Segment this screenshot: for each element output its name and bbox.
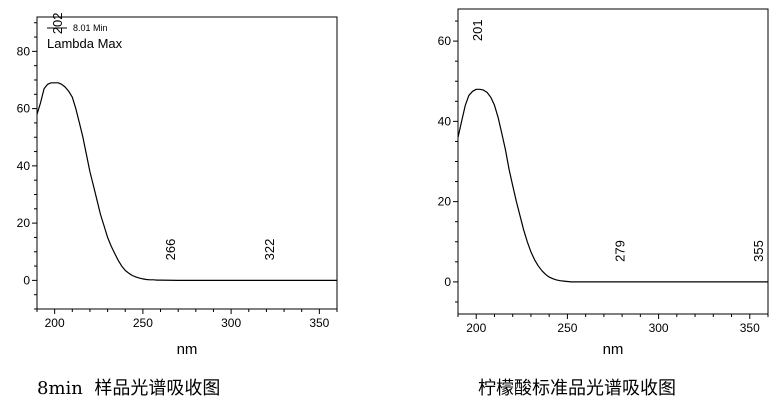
chart-2-caption: 柠檬酸标准品光谱吸收图: [478, 378, 676, 399]
chart-2-y-tick-label: 60: [438, 34, 452, 48]
chart-1-y-tick-label: 60: [17, 102, 31, 116]
chart-2-y-tick-label: 20: [438, 195, 452, 209]
chart-1-caption: 8min 样品光谱吸收图: [37, 378, 221, 399]
chart-1-x-axis-label: nm: [177, 341, 198, 358]
chart-2-peak-label: 201: [470, 19, 485, 41]
chart-1-peak-label: 202: [50, 12, 65, 34]
chart-1-x-tick-label: 350: [309, 316, 329, 330]
chart-2-frame: [457, 8, 769, 315]
chart-1-series-line: [36, 82, 337, 281]
chart-2-series-line: [457, 88, 768, 283]
chart-2-x-axis-label: nm: [603, 341, 624, 358]
chart-1-legend-title: Lambda Max: [47, 36, 123, 51]
chart-1-frame: [36, 16, 338, 310]
chart-2-y-tick-label: 0: [444, 275, 451, 289]
chart-1-y-tick-label: 0: [23, 273, 30, 287]
chart-1-legend-entry: 8.01 Min: [73, 23, 108, 33]
chart-2-peak-label: 279: [612, 240, 627, 262]
chart-1-x-tick-label: 200: [45, 316, 65, 330]
chart-2-x-tick-label: 200: [466, 321, 486, 335]
chart-1-y-tick-label: 20: [17, 216, 31, 230]
chart-1-y-tick-label: 80: [17, 44, 31, 58]
chart-1-peak-label: 322: [262, 239, 277, 261]
chart-2-x-tick-label: 250: [557, 321, 577, 335]
chart-2-peak-label: 355: [751, 240, 766, 262]
chart-2-x-tick-label: 300: [649, 321, 669, 335]
chart-1-x-tick-label: 300: [221, 316, 241, 330]
chart-1-peak-label: 266: [163, 239, 178, 261]
chart-2-y-tick-label: 40: [438, 114, 452, 128]
chart-1-y-tick-label: 40: [17, 159, 31, 173]
chart-1-x-tick-label: 250: [133, 316, 153, 330]
chart-2-x-tick-label: 350: [740, 321, 760, 335]
